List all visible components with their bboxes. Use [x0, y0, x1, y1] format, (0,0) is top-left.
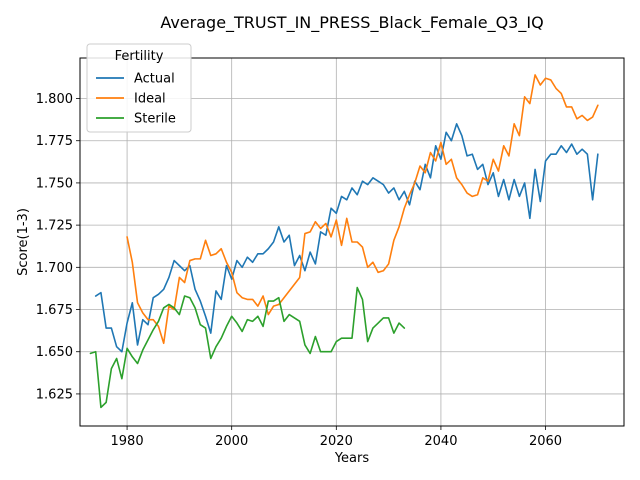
- y-tick-label: 1.750: [36, 176, 73, 191]
- y-tick-label: 1.800: [36, 92, 73, 107]
- x-axis-label: Years: [334, 451, 370, 466]
- series-line-ideal: [126, 74, 599, 345]
- x-tick-label: 2020: [320, 434, 353, 449]
- legend-entries: Actual Ideal Sterile: [96, 72, 176, 127]
- y-tick-label: 1.700: [36, 261, 73, 276]
- y-tick-label: 1.650: [36, 345, 73, 360]
- legend-label-ideal: Ideal: [134, 92, 166, 107]
- x-tick-label: 2000: [215, 434, 248, 449]
- series-line-actual: [94, 123, 599, 353]
- legend: Fertility Actual Ideal Sterile: [86, 43, 192, 133]
- y-tick-label: 1.775: [36, 134, 73, 149]
- legend-box: [86, 43, 192, 133]
- y-tick-label: 1.625: [36, 387, 73, 402]
- y-axis-label: Score(1-3): [16, 208, 31, 276]
- x-tick-label: 1980: [111, 434, 144, 449]
- legend-label-sterile: Sterile: [134, 112, 176, 127]
- plot-frame: [79, 57, 625, 427]
- y-tick-label: 1.725: [36, 219, 73, 234]
- x-tick-label: 2060: [529, 434, 562, 449]
- x-tick-label: 2040: [424, 434, 457, 449]
- legend-label-actual: Actual: [134, 72, 175, 87]
- series-layer: [89, 74, 599, 409]
- series-line-sterile: [89, 286, 406, 409]
- y-tick-label: 1.675: [36, 303, 73, 318]
- axis-ticks: 1980 2000 2020 2040 2060 1.625 1.650 1.675 1.700…: [36, 92, 562, 449]
- chart-title: Average_TRUST_IN_PRESS_Black_Female_Q3_I…: [160, 13, 543, 33]
- legend-title: Fertility: [115, 49, 164, 64]
